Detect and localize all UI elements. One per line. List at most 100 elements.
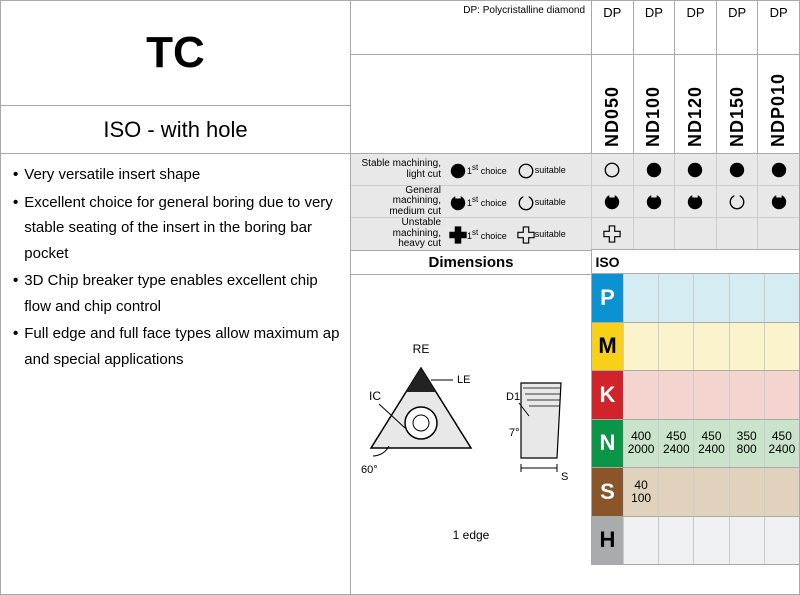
angle60-label: 60° — [361, 464, 378, 476]
solid-notch-icon — [603, 193, 621, 211]
material-row-P: P — [591, 274, 799, 323]
mark-cell — [716, 186, 758, 217]
open-notch-icon — [728, 193, 746, 211]
subtitle: ISO - with hole — [1, 106, 350, 154]
left-column: TC ISO - with hole Very versatile insert… — [1, 1, 351, 594]
material-row-M: M — [591, 323, 799, 372]
mark-cell — [633, 186, 675, 217]
mark-cell — [716, 218, 758, 249]
material-cell — [623, 274, 658, 322]
open-cross-icon — [603, 225, 621, 243]
material-cell — [729, 517, 764, 565]
legend-row: General machining,medium cut1st choicesu… — [351, 186, 591, 218]
feature-item: Very versatile insert shape — [13, 162, 340, 188]
solid-circle-icon — [645, 161, 663, 179]
material-cell: 4002000 — [623, 420, 658, 468]
grade-cell: ND100 — [633, 55, 675, 153]
material-cell — [764, 468, 799, 516]
d1-label: D1 — [506, 391, 520, 403]
material-label: N — [591, 420, 623, 468]
s-label: S — [561, 471, 568, 483]
legend-block: Stable machining,light cut1st choicesuit… — [351, 154, 591, 251]
solid-notch-icon — [449, 194, 465, 210]
solid-circle-icon — [770, 161, 788, 179]
grade-cell: ND120 — [674, 55, 716, 153]
material-cell — [729, 371, 764, 419]
material-cell: 4502400 — [693, 420, 728, 468]
material-label: P — [591, 274, 623, 322]
mark-cell — [633, 218, 675, 249]
dp-cell: DP — [674, 1, 716, 54]
material-cell: 4502400 — [658, 420, 693, 468]
open-cross-icon — [517, 226, 533, 242]
legend-row: Stable machining,light cut1st choicesuit… — [351, 154, 591, 186]
material-cell — [693, 468, 728, 516]
iso-label: ISO — [591, 250, 623, 273]
open-notch-icon — [517, 194, 533, 210]
material-cell — [658, 371, 693, 419]
mark-cell — [716, 154, 758, 185]
edge-count: 1 edge — [453, 528, 490, 542]
material-cell — [693, 517, 728, 565]
material-label: M — [591, 323, 623, 371]
material-cell — [764, 323, 799, 371]
iso-head-row: ISO — [591, 250, 799, 274]
material-row-N: N4002000450240045024003508004502400 — [591, 420, 799, 469]
material-cell — [658, 274, 693, 322]
material-cell — [623, 323, 658, 371]
solid-circle-icon — [686, 161, 704, 179]
feature-list: Very versatile insert shapeExcellent cho… — [1, 154, 350, 382]
material-cell — [764, 371, 799, 419]
mark-cell — [674, 186, 716, 217]
material-cell — [729, 468, 764, 516]
solid-circle-icon — [728, 161, 746, 179]
mark-cell — [757, 154, 799, 185]
material-cell: 40100 — [623, 468, 658, 516]
material-cell — [693, 371, 728, 419]
title-box: TC — [1, 1, 350, 106]
middle-column: DP: Polycristalline diamond Stable machi… — [351, 1, 591, 594]
solid-circle-icon — [449, 162, 465, 178]
solid-notch-icon — [686, 193, 704, 211]
feature-item: 3D Chip breaker type enables excellent c… — [13, 268, 340, 319]
material-cell — [623, 517, 658, 565]
ic-label: IC — [369, 389, 381, 403]
material-row-K: K — [591, 371, 799, 420]
material-cell — [729, 323, 764, 371]
mark-cell — [757, 218, 799, 249]
material-cell — [693, 323, 728, 371]
material-cell — [764, 274, 799, 322]
material-cell — [658, 323, 693, 371]
material-cell — [658, 468, 693, 516]
material-cell: 350800 — [729, 420, 764, 468]
material-label: S — [591, 468, 623, 516]
dp-cell: DP — [757, 1, 799, 54]
re-label: RE — [413, 342, 430, 356]
dimensions-heading: Dimensions — [351, 251, 591, 275]
dp-cell: DP — [633, 1, 675, 54]
material-cell: 4502400 — [764, 420, 799, 468]
dimensions-diagram: RE LE IC 60° D1 7° S — [351, 275, 591, 594]
solid-notch-icon — [770, 193, 788, 211]
material-cell — [693, 274, 728, 322]
solid-cross-icon — [449, 226, 465, 242]
dp-header-text: DP: Polycristalline diamond — [351, 1, 591, 55]
grade-cell: ND050 — [591, 55, 633, 153]
material-row-S: S40100 — [591, 468, 799, 517]
grade-row: ND050ND100ND120ND150NDP010 — [591, 55, 799, 154]
dp-row: DPDPDPDPDP — [591, 1, 799, 55]
dp-cell: DP — [716, 1, 758, 54]
material-cell — [764, 517, 799, 565]
mark-cell — [757, 186, 799, 217]
legend-row: Unstable machining,heavy cut1st choicesu… — [351, 218, 591, 250]
material-rows: PMKN4002000450240045024003508004502400S4… — [591, 274, 799, 565]
feature-item: Full edge and full face types allow maxi… — [13, 321, 340, 372]
solid-notch-icon — [645, 193, 663, 211]
material-cell — [658, 517, 693, 565]
mark-cell — [591, 218, 633, 249]
mark-cell — [674, 218, 716, 249]
grade-cell: ND150 — [716, 55, 758, 153]
grade-cell: NDP010 — [757, 55, 799, 153]
material-label: K — [591, 371, 623, 419]
suitability-grid — [591, 154, 799, 250]
